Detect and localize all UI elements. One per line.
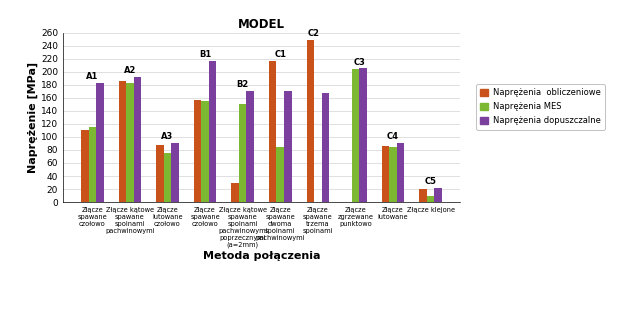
Bar — [134, 77, 141, 202]
Bar — [269, 61, 277, 202]
Bar — [246, 91, 254, 202]
Bar — [359, 68, 367, 202]
Bar — [239, 104, 246, 202]
Y-axis label: Naprężenie [MPa]: Naprężenie [MPa] — [28, 62, 38, 173]
Bar — [352, 69, 359, 202]
Bar — [284, 91, 292, 202]
Bar — [397, 143, 404, 202]
Bar — [321, 93, 329, 202]
Text: B2: B2 — [236, 80, 249, 89]
Bar — [171, 143, 179, 202]
Bar — [96, 83, 103, 202]
Bar — [194, 100, 202, 202]
Bar — [81, 130, 89, 202]
Bar — [126, 83, 134, 202]
Bar — [277, 147, 284, 202]
Bar — [434, 188, 442, 202]
X-axis label: Metoda połączenia: Metoda połączenia — [203, 251, 320, 261]
Text: A1: A1 — [86, 72, 98, 81]
Text: A3: A3 — [161, 132, 174, 141]
Text: C3: C3 — [353, 57, 365, 67]
Bar — [427, 196, 434, 202]
Text: C2: C2 — [308, 29, 320, 38]
Text: A2: A2 — [123, 66, 136, 75]
Bar — [164, 153, 171, 202]
Bar — [89, 127, 96, 202]
Text: C1: C1 — [274, 50, 286, 59]
Bar — [156, 145, 164, 202]
Bar — [420, 189, 427, 202]
Text: B1: B1 — [199, 50, 211, 59]
Text: C5: C5 — [425, 177, 437, 186]
Legend: Naprężenia  obliczeniowe, Naprężenia MES, Naprężenia dopuszczalne: Naprężenia obliczeniowe, Naprężenia MES,… — [476, 84, 605, 129]
Bar — [202, 101, 209, 202]
Bar — [382, 146, 389, 202]
Bar — [307, 40, 314, 202]
Bar — [231, 183, 239, 202]
Bar — [389, 147, 397, 202]
Title: MODEL: MODEL — [238, 19, 285, 31]
Text: C4: C4 — [387, 132, 399, 141]
Bar — [209, 61, 216, 202]
Bar — [118, 82, 126, 202]
